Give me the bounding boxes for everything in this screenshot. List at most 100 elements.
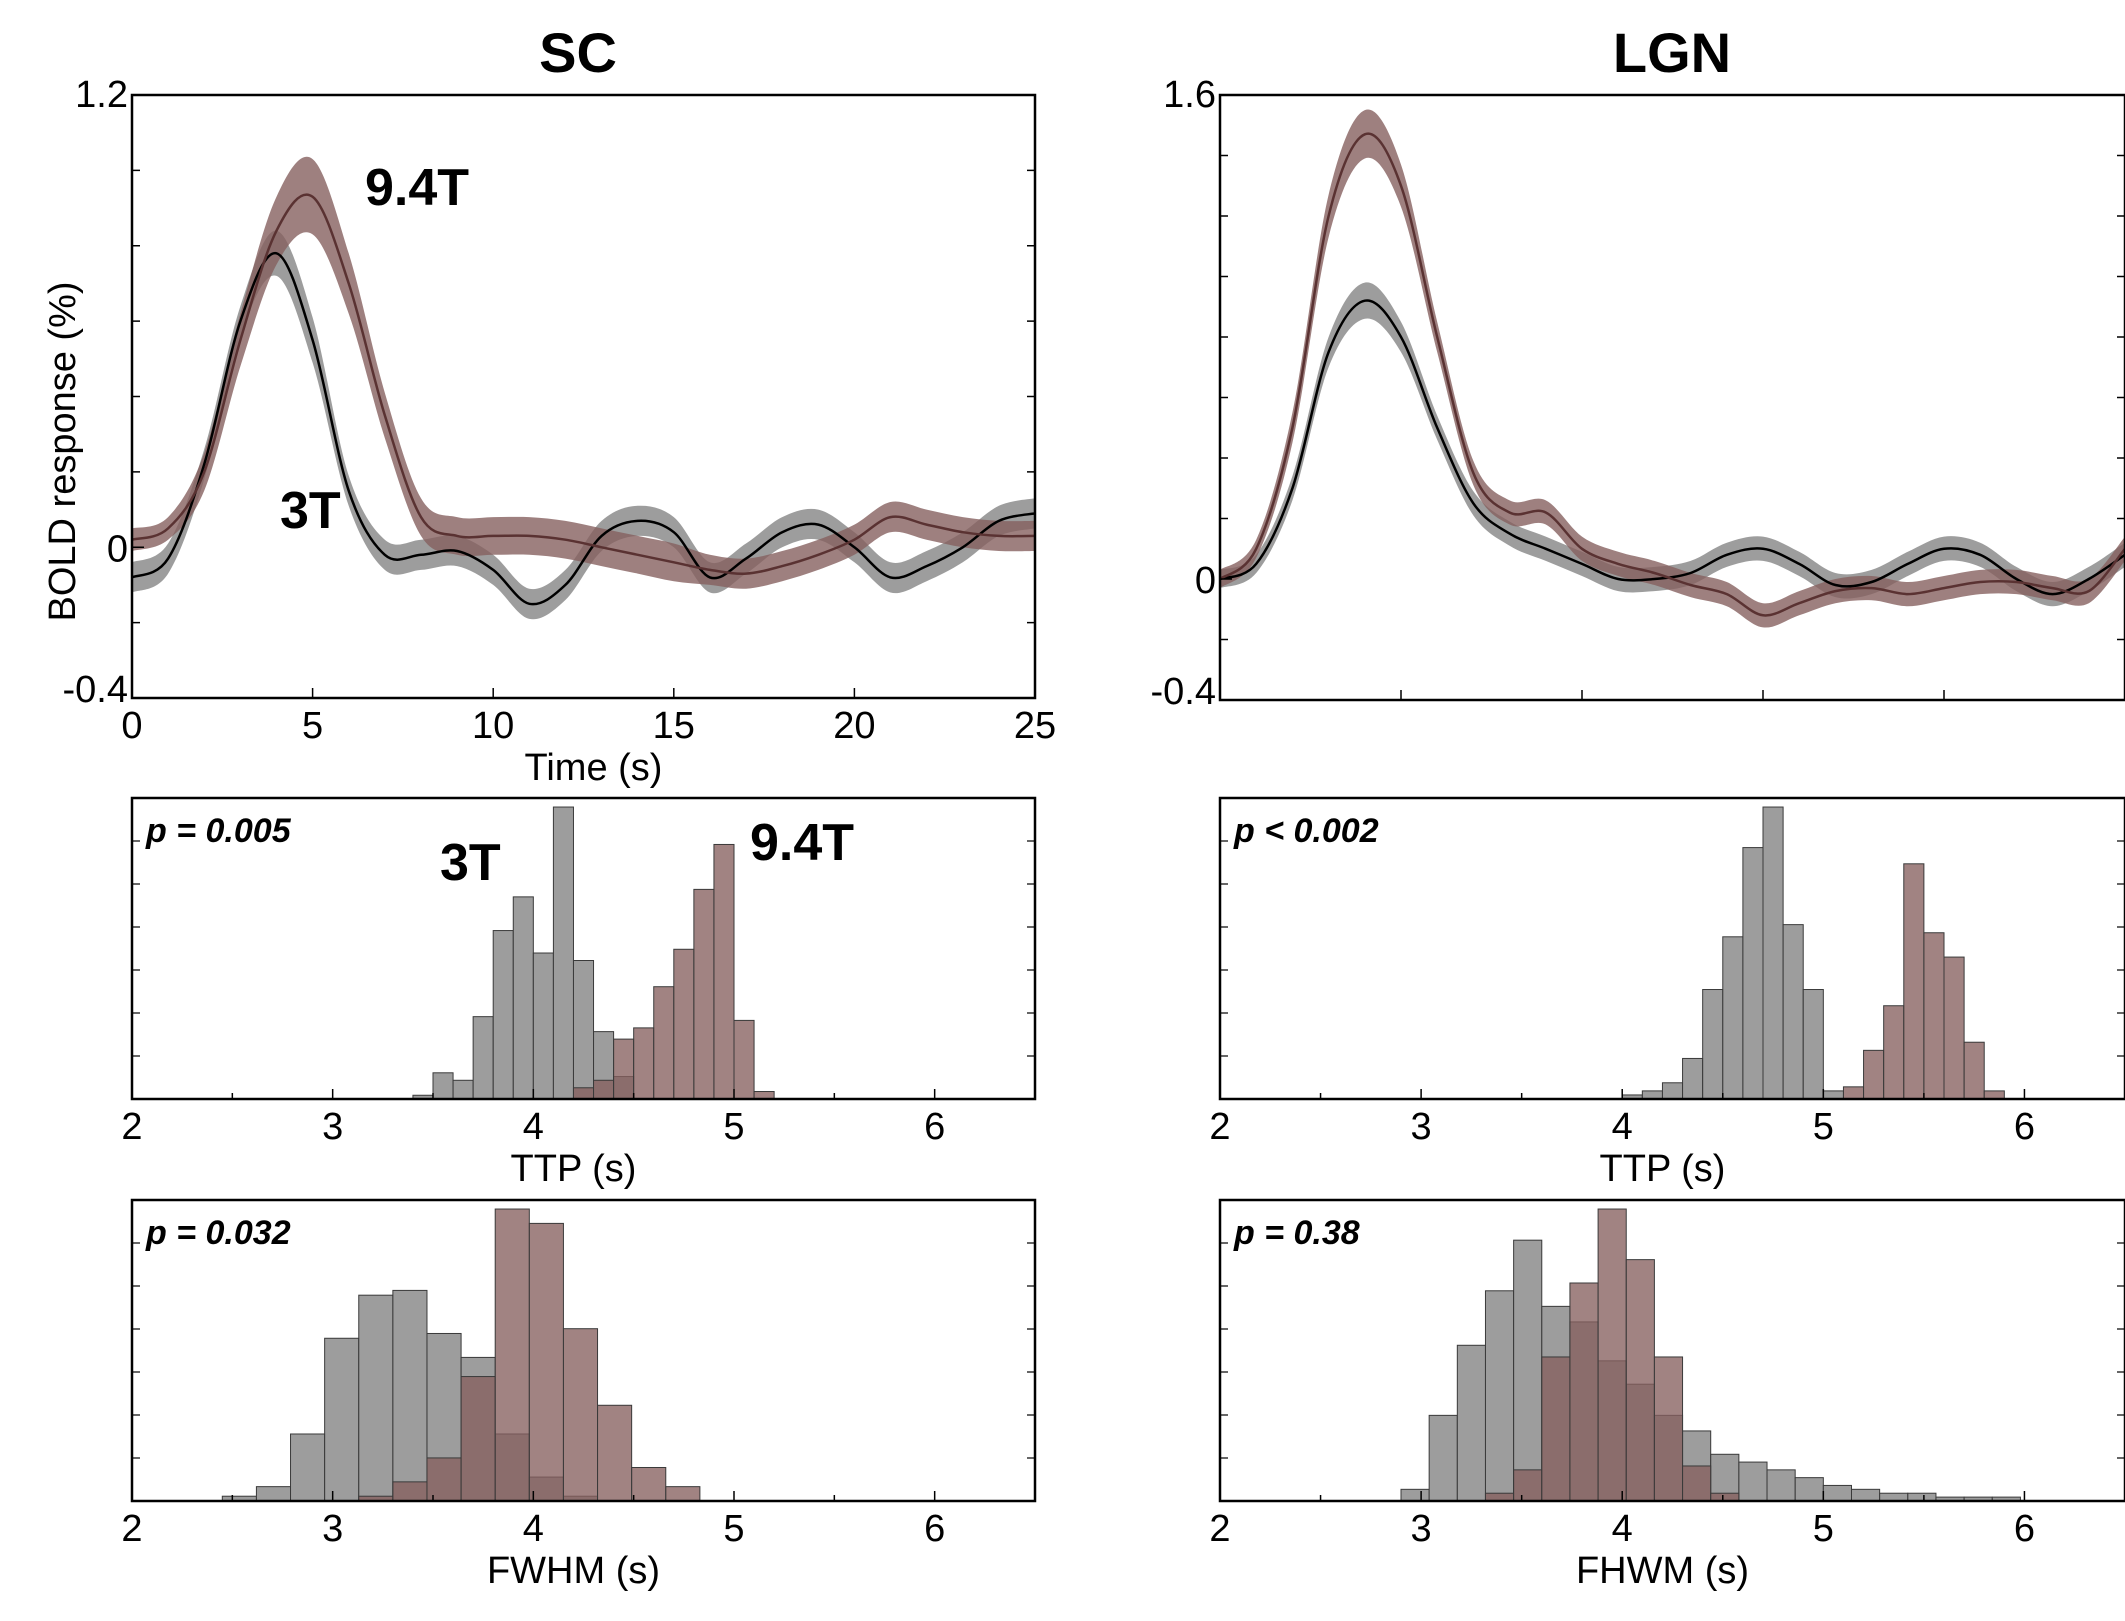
histogram-bar-94T — [1883, 1005, 1905, 1099]
histogram-bar-3T — [452, 1079, 474, 1099]
x-tick-label: 6 — [924, 1106, 945, 1148]
histogram-bar-3T — [572, 960, 595, 1099]
histogram-bar-3T — [1802, 989, 1824, 1099]
histogram-bar-94T — [665, 1486, 701, 1501]
x-tick-label: 4 — [1612, 1106, 1633, 1148]
series-annotation: 9.4T — [365, 159, 469, 217]
histogram-bar-94T — [562, 1328, 599, 1501]
histogram-bar-94T — [733, 1019, 755, 1099]
histogram-bar-94T — [1842, 1086, 1865, 1099]
plot-area — [1400, 1208, 2021, 1501]
x-axis-label: TTP (s) — [1600, 1148, 1726, 1190]
histogram-bar-94T — [1541, 1356, 1571, 1501]
band-94T — [132, 156, 1035, 589]
x-tick-label: 15 — [653, 705, 695, 747]
histogram-bar-94T — [593, 1079, 615, 1099]
x-tick-label: 3 — [1411, 1106, 1432, 1148]
histogram-bar-94T — [1923, 932, 1945, 1099]
plot-area — [1220, 109, 2125, 628]
x-tick-label: 4 — [523, 1508, 544, 1550]
panel-lgn-time: 1.6 0 -0.4 — [1151, 74, 2125, 713]
x-tick-label: 10 — [472, 705, 514, 747]
plot-area — [132, 156, 1035, 620]
axes-frame — [130, 1198, 1037, 1503]
x-tick-label: 6 — [2014, 1106, 2035, 1148]
panel-sc-ttp: 2 3 4 5 6 TTP (s) p = 0.005 3T 9.4T — [121, 796, 1037, 1190]
x-tick-label: 2 — [1209, 1106, 1230, 1148]
histogram-bar-3T — [492, 930, 514, 1099]
axes-frame — [1218, 1198, 2125, 1503]
x-tick-label: 5 — [302, 705, 323, 747]
band-3T — [132, 230, 1035, 620]
histogram-bar-3T — [1484, 1290, 1515, 1501]
x-tick-label: 3 — [1411, 1508, 1432, 1550]
histogram-bar-3T — [392, 1289, 428, 1501]
band-3T — [1220, 282, 2125, 607]
histogram-bar-3T — [1822, 1484, 1852, 1501]
y-tick-label: 1.2 — [75, 74, 128, 116]
histogram-bar-94T — [631, 1466, 667, 1501]
histogram-bar-94T — [460, 1376, 496, 1501]
axes-frame — [1218, 796, 2125, 1101]
column-title-sc: SC — [539, 21, 617, 84]
histogram-bar-3T — [1742, 847, 1764, 1099]
x-tick-label: 5 — [723, 1106, 744, 1148]
histogram-bar-94T — [494, 1208, 530, 1501]
plot-area — [1621, 806, 2005, 1099]
axes-frame — [130, 796, 1037, 1101]
series-annotation: 3T — [440, 834, 501, 892]
x-tick-label: 6 — [924, 1508, 945, 1550]
column-title-lgn: LGN — [1613, 21, 1731, 84]
histogram-bar-3T — [1762, 806, 1784, 1099]
axes-frame — [130, 93, 1037, 700]
histogram-bar-3T — [1766, 1469, 1796, 1501]
axes-frame — [1218, 93, 2125, 702]
histogram-bar-94T — [653, 986, 675, 1099]
histogram-bar-3T — [1702, 989, 1724, 1099]
histogram-bar-3T — [1661, 1082, 1684, 1099]
histogram-bar-3T — [512, 896, 534, 1099]
histogram-bar-94T — [1625, 1259, 1655, 1501]
histogram-bar-3T — [1782, 924, 1804, 1099]
histogram-bar-3T — [324, 1337, 360, 1501]
histogram-bar-3T — [358, 1294, 394, 1501]
histogram-bar-3T — [1794, 1477, 1824, 1501]
histogram-bar-94T — [1569, 1282, 1599, 1501]
y-tick-label: 1.6 — [1163, 74, 1216, 116]
histogram-bar-94T — [1863, 1049, 1885, 1099]
x-tick-label: 5 — [1813, 1508, 1834, 1550]
x-tick-label: 2 — [1209, 1508, 1230, 1550]
histogram-bar-94T — [1963, 1041, 1985, 1099]
x-tick-label: 4 — [1612, 1508, 1633, 1550]
p-value-label: p < 0.002 — [1233, 812, 1379, 850]
histogram-bar-94T — [713, 843, 735, 1099]
histogram-bar-94T — [572, 1087, 595, 1099]
x-axis-label: TTP (s) — [511, 1148, 637, 1190]
y-axis-label: BOLD response (%) — [42, 281, 84, 621]
histogram-bar-94T — [673, 948, 695, 1099]
histogram-bar-94T — [392, 1481, 428, 1501]
x-axis-label: Time (s) — [525, 747, 663, 789]
histogram-bar-3T — [290, 1433, 326, 1501]
x-axis-label: FWHM (s) — [487, 1550, 660, 1592]
histogram-bar-3T — [1456, 1344, 1486, 1501]
x-tick-label: 20 — [833, 705, 875, 747]
histogram-bar-3T — [1738, 1461, 1768, 1501]
y-tick-label: 0 — [1195, 560, 1216, 602]
panel-lgn-ttp: 2 3 4 5 6 TTP (s) p < 0.002 — [1209, 796, 2125, 1190]
histogram-bar-3T — [255, 1486, 292, 1501]
histogram-bar-94T — [1653, 1356, 1684, 1501]
x-tick-label: 4 — [523, 1106, 544, 1148]
histogram-bar-94T — [1597, 1208, 1627, 1501]
plot-area — [221, 1208, 701, 1501]
histogram-bar-94T — [528, 1222, 564, 1501]
histogram-bar-3T — [1722, 936, 1744, 1099]
plot-area — [412, 806, 775, 1099]
histogram-bar-94T — [1903, 863, 1925, 1099]
band-94T — [1220, 109, 2125, 628]
histogram-bar-3T — [472, 1016, 494, 1099]
histogram-bar-94T — [693, 888, 715, 1099]
histogram-bar-3T — [1850, 1488, 1881, 1501]
histogram-bar-3T — [1513, 1239, 1543, 1501]
